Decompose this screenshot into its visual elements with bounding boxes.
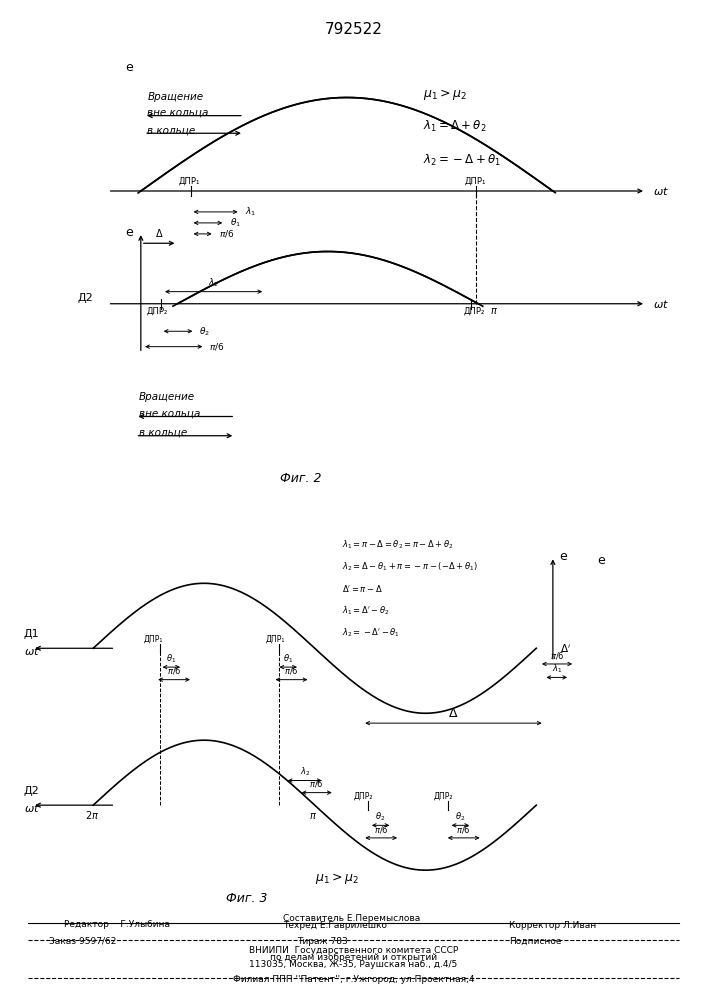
Text: Техред Е.Гаврилешко: Техред Е.Гаврилешко [283, 921, 387, 930]
Text: Фиг. 3: Фиг. 3 [226, 892, 268, 905]
Text: Заказ 9597/62: Заказ 9597/62 [49, 937, 117, 946]
Text: $\pi/6$: $\pi/6$ [167, 665, 182, 676]
Text: $\omega t$: $\omega t$ [653, 298, 669, 310]
Text: $\theta_1$: $\theta_1$ [230, 217, 241, 229]
Text: Д2: Д2 [78, 293, 93, 303]
Text: $\lambda_2$: $\lambda_2$ [300, 766, 310, 778]
Text: e: e [597, 554, 605, 567]
Text: $\pi/6$: $\pi/6$ [310, 778, 324, 789]
Text: $\Delta$: $\Delta$ [448, 707, 459, 720]
Text: $\lambda_2 = -\Delta + \theta_1$: $\lambda_2 = -\Delta + \theta_1$ [423, 152, 501, 168]
Text: ДПР₂: ДПР₂ [433, 792, 453, 801]
Text: 113035, Москва, Ж-35, Раушская наб., д.4/5: 113035, Москва, Ж-35, Раушская наб., д.4… [250, 960, 457, 969]
Text: $\pi/6$: $\pi/6$ [284, 665, 299, 676]
Text: $\lambda_2$: $\lambda_2$ [208, 277, 219, 289]
Text: Вращение: Вращение [148, 92, 204, 102]
Text: ДПР₂: ДПР₂ [463, 307, 484, 316]
Text: $\theta_2$: $\theta_2$ [455, 811, 465, 823]
Text: Д2: Д2 [24, 786, 40, 796]
Text: ДПР₁: ДПР₁ [265, 635, 284, 644]
Text: $\pi/6$: $\pi/6$ [550, 650, 564, 661]
Text: $\lambda_2 = -\Delta' - \theta_1$: $\lambda_2 = -\Delta' - \theta_1$ [342, 626, 400, 639]
Text: $\lambda_2 = \Delta - \theta_1 + \pi = -\pi-(-\Delta+\theta_1)$: $\lambda_2 = \Delta - \theta_1 + \pi = -… [342, 561, 478, 573]
Text: Вращение: Вращение [139, 392, 195, 402]
Text: Составитель Е.Перемыслова: Составитель Е.Перемыслова [283, 914, 420, 923]
Text: $\theta_1$: $\theta_1$ [283, 653, 293, 665]
Text: вне кольца: вне кольца [148, 108, 209, 118]
Text: $\lambda_1$: $\lambda_1$ [245, 206, 257, 218]
Text: $\Delta$: $\Delta$ [155, 227, 163, 239]
Text: вне кольца: вне кольца [139, 408, 200, 418]
Text: ВНИИПИ  Государственного комитета СССР: ВНИИПИ Государственного комитета СССР [249, 946, 458, 955]
Text: $\pi/6$: $\pi/6$ [374, 824, 389, 835]
Text: $\lambda_1 = \pi - \Delta = \theta_2 = \pi - \Delta + \theta_2$: $\lambda_1 = \pi - \Delta = \theta_2 = \… [342, 538, 455, 551]
Text: e: e [559, 550, 567, 563]
Text: $\pi/6$: $\pi/6$ [219, 228, 235, 239]
Text: ДПР₂: ДПР₂ [147, 307, 168, 316]
Text: Тираж 783: Тираж 783 [297, 937, 348, 946]
Text: $\Delta'$: $\Delta'$ [559, 642, 571, 655]
Text: $\pi/6$: $\pi/6$ [209, 341, 225, 352]
Text: $\lambda_1 = \Delta + \theta_2$: $\lambda_1 = \Delta + \theta_2$ [423, 118, 487, 134]
Text: $\omega t$: $\omega t$ [653, 185, 669, 197]
Text: ДПР₂: ДПР₂ [354, 792, 373, 801]
Text: $\theta_2$: $\theta_2$ [375, 811, 386, 823]
Text: $\theta_2$: $\theta_2$ [199, 325, 210, 338]
Text: ДПР₁: ДПР₁ [144, 635, 163, 644]
Text: $\theta_1$: $\theta_1$ [166, 653, 177, 665]
Text: e: e [125, 61, 133, 74]
Text: $\pi/6$: $\pi/6$ [457, 824, 471, 835]
Text: по делам изобретений и открытий: по делам изобретений и открытий [270, 953, 437, 962]
Text: Редактор    Г.Улыбина: Редактор Г.Улыбина [64, 920, 170, 929]
Text: Корректор Л.Иван: Корректор Л.Иван [509, 921, 596, 930]
Text: Подписное: Подписное [509, 937, 561, 946]
Text: $\mu_1 > \mu_2$: $\mu_1 > \mu_2$ [423, 88, 467, 103]
Text: $\pi$: $\pi$ [490, 306, 498, 316]
Text: Фиг. 2: Фиг. 2 [281, 473, 322, 486]
Text: Д1: Д1 [24, 629, 40, 639]
Text: в кольце: в кольце [139, 428, 187, 438]
Text: $2\pi$: $2\pi$ [85, 809, 99, 821]
Text: ДПР₁: ДПР₁ [464, 177, 486, 186]
Text: $\mu_1 > \mu_2$: $\mu_1 > \mu_2$ [315, 871, 358, 886]
Text: $\omega t$: $\omega t$ [24, 802, 40, 814]
Text: Филиал ППП ''Патент'', г.Ужгород, ул.Проектная,4: Филиал ППП ''Патент'', г.Ужгород, ул.Про… [233, 975, 474, 984]
Text: e: e [125, 226, 133, 239]
Text: $\lambda_1 = \Delta' - \theta_2$: $\lambda_1 = \Delta' - \theta_2$ [342, 605, 390, 617]
Text: в кольце: в кольце [148, 125, 196, 135]
Text: $\omega t$: $\omega t$ [24, 645, 40, 657]
Text: $\pi$: $\pi$ [309, 811, 317, 821]
Text: $\lambda_1$: $\lambda_1$ [551, 663, 562, 675]
Text: $\Delta' = \pi - \Delta$: $\Delta' = \pi - \Delta$ [342, 583, 383, 594]
Text: 792522: 792522 [325, 22, 382, 37]
Text: ДПР₁: ДПР₁ [179, 177, 200, 186]
